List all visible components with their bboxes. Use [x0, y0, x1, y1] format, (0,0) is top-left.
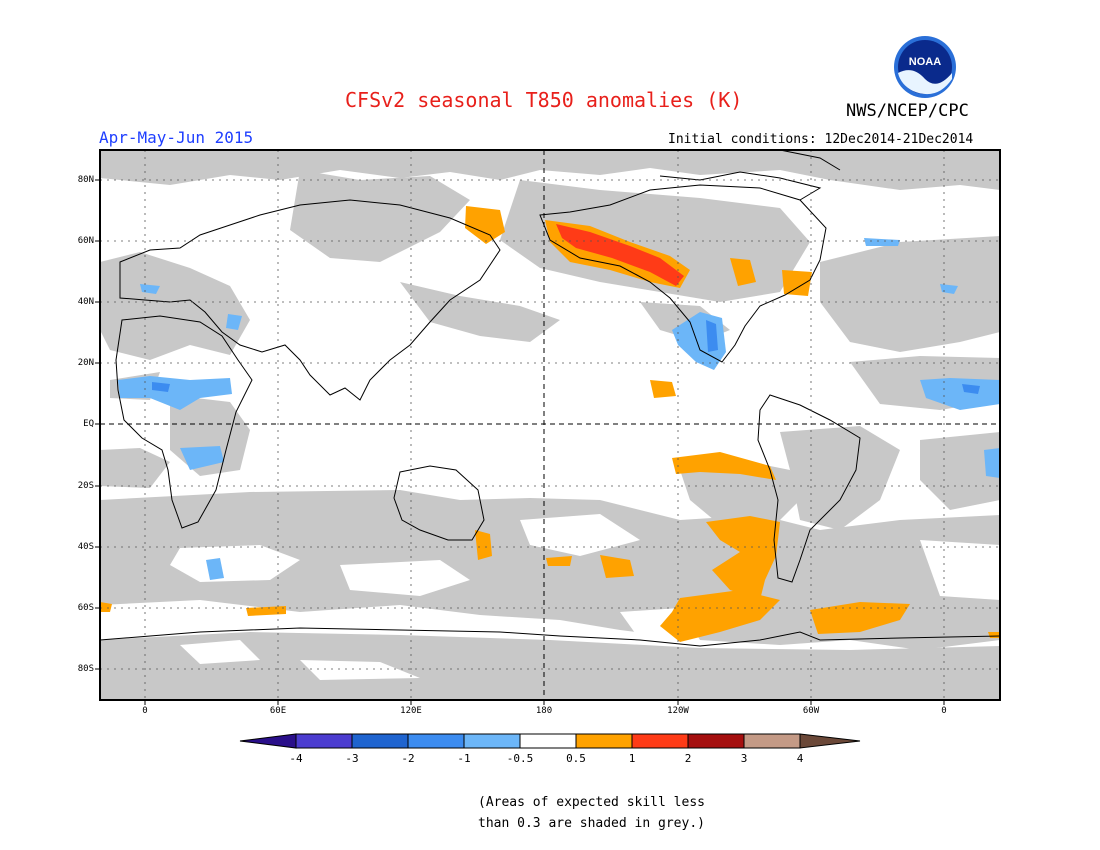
- lon-label: 0: [941, 706, 947, 716]
- colorbar-tick-label: -0.5: [506, 752, 534, 765]
- positive-anomaly-red: [556, 224, 684, 286]
- noaa-logo-text: NOAA: [909, 56, 941, 68]
- organization-label: NWS/NCEP/CPC: [846, 101, 969, 121]
- colorbar-arrow-right: [799, 733, 861, 749]
- colorbar-tick-label: 3: [740, 752, 748, 765]
- lon-label: 0: [142, 706, 148, 716]
- colorbar-tick-label: 0.5: [566, 752, 586, 765]
- lat-label: 20S: [77, 481, 94, 491]
- major-grid: [100, 150, 1000, 700]
- colorbar-tick-label: -3: [345, 752, 359, 765]
- lat-label: 20N: [77, 358, 94, 368]
- map-title: CFSv2 seasonal T850 anomalies (K): [345, 88, 743, 112]
- colorbar-arrow-left: [239, 733, 297, 749]
- colorbar-tick-label: 1: [628, 752, 636, 765]
- lat-label: 60N: [77, 236, 94, 246]
- lon-label: 60E: [269, 706, 287, 716]
- lat-label: EQ: [83, 419, 94, 429]
- negative-anomaly-mid-blue: [152, 320, 980, 394]
- white-gaps-in-grey: [170, 514, 1000, 680]
- lat-label: 40N: [77, 297, 94, 307]
- lat-label: 80S: [77, 664, 94, 674]
- colorbar-tick-label: -1: [457, 752, 471, 765]
- lat-label: 80N: [77, 175, 94, 185]
- lat-label: 60S: [77, 603, 94, 613]
- colorbar: [239, 733, 861, 749]
- season-label: Apr-May-Jun 2015: [99, 128, 254, 147]
- lat-label: 40S: [77, 542, 94, 552]
- coastlines: [99, 149, 1001, 647]
- colorbar-tick-label: 4: [796, 752, 804, 765]
- low-skill-shading: [100, 150, 1000, 700]
- skill-note: (Areas of expected skill less than 0.3 a…: [478, 792, 705, 834]
- lon-label: 180: [535, 706, 553, 716]
- graticule: [100, 150, 1000, 700]
- skill-note-line: than 0.3 are shaded in grey.): [478, 816, 705, 831]
- skill-note-line: (Areas of expected skill less: [478, 795, 705, 810]
- lon-label: 120W: [667, 706, 689, 716]
- colorbar-tick-label: -4: [289, 752, 303, 765]
- initial-conditions-label: Initial conditions: 12Dec2014-21Dec2014: [668, 132, 974, 147]
- colorbar-tick-label: -2: [401, 752, 415, 765]
- colorbar-tick-label: 2: [684, 752, 692, 765]
- lon-label: 120E: [400, 706, 422, 716]
- noaa-logo: NOAA: [894, 36, 956, 98]
- lon-label: 60W: [802, 706, 820, 716]
- map-frame: [99, 149, 1001, 701]
